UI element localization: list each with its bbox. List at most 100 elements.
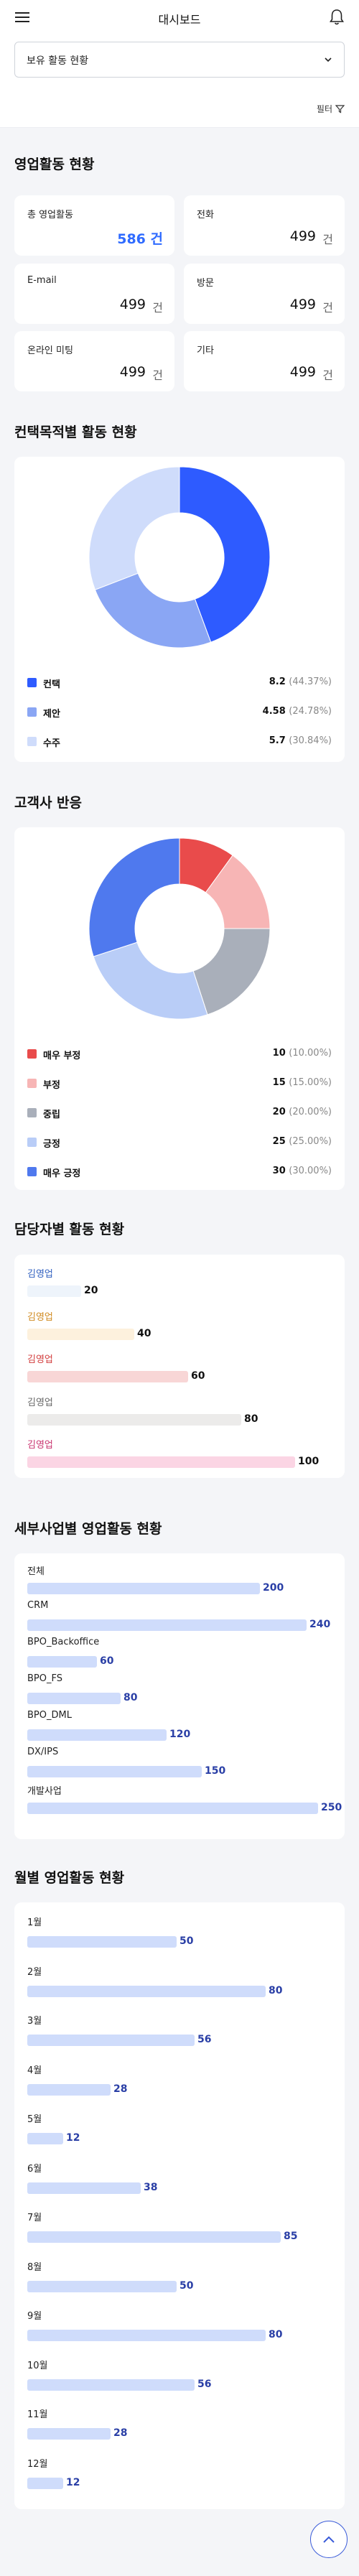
bar [27, 2035, 195, 2046]
bar-category-label: 4월 [27, 2065, 42, 2076]
kpi-unit: 건 [322, 301, 333, 315]
kpi-label: 방문 [197, 278, 214, 289]
bar-value-label: 240 [309, 1619, 331, 1630]
response-chart-card [14, 827, 345, 1190]
select-value: 보유 활동 현황 [27, 55, 89, 67]
bar-category-label: DX/IPS [27, 1747, 59, 1757]
chevron-down-icon [325, 57, 332, 62]
kpi-unit: 건 [322, 368, 333, 382]
legend-percent: (10.00%) [289, 1048, 332, 1059]
filter-button[interactable]: 필터 [317, 103, 345, 115]
bar-value-label: 28 [113, 2083, 128, 2095]
kpi-card-visit: 방문 499 건 [184, 264, 345, 324]
legend-number: 8.2 [269, 676, 286, 687]
bar-value-label: 50 [180, 2279, 194, 2292]
donut-slice [88, 837, 180, 957]
bar-value-label: 20 [84, 1285, 98, 1296]
bar [27, 1371, 188, 1382]
kpi-value: 499 [119, 297, 146, 312]
bar [27, 2428, 111, 2440]
bar-category-label: 5월 [27, 2114, 42, 2125]
scroll-top-button[interactable] [310, 2521, 348, 2558]
section-title-purpose: 컨택목적별 활동 현황 [14, 424, 137, 440]
legend-swatch [27, 1079, 37, 1088]
bar [27, 1285, 81, 1297]
bar [27, 1936, 177, 1948]
legend-number: 25 [272, 1136, 286, 1147]
purpose-donut-chart [88, 466, 271, 648]
activity-type-select[interactable]: 보유 활동 현황 [14, 42, 345, 78]
donut-slice [88, 466, 180, 590]
legend-value: 4.58 (24.78%) [263, 706, 332, 717]
legend-name: 매우 부정 [43, 1051, 81, 1061]
kpi-label: 총 영업활동 [27, 210, 73, 220]
bar-category-label: 김영업 [27, 1440, 53, 1451]
legend-row: 긍정 25 (25.00%) [27, 1135, 332, 1150]
bar [27, 2330, 266, 2341]
kpi-label: 전화 [197, 210, 214, 220]
legend-value: 10 (10.00%) [273, 1048, 332, 1059]
legend-number: 4.58 [262, 706, 286, 717]
bar-category-label: 7월 [27, 2213, 42, 2223]
legend-row: 매우 긍정 30 (30.00%) [27, 1165, 332, 1179]
bar-value-label: 80 [244, 1413, 258, 1425]
legend-value: 25 (25.00%) [273, 1136, 332, 1147]
bar [27, 1413, 241, 1426]
legend-number: 20 [272, 1107, 286, 1117]
legend-row: 매우 부정 10 (10.00%) [27, 1047, 332, 1061]
legend-percent: (44.37%) [289, 676, 332, 687]
bar [27, 1619, 307, 1631]
chevron-up-icon [322, 2536, 335, 2543]
bar [27, 1456, 295, 1468]
legend-name: 컨택 [43, 679, 60, 690]
kpi-value: 499 [119, 364, 146, 380]
legend-row: 중립 20 (20.00%) [27, 1106, 332, 1120]
kpi-card-online-meeting: 온라인 미팅 499 건 [14, 331, 174, 391]
legend-percent: (25.00%) [289, 1136, 332, 1147]
kpi-label: 온라인 미팅 [27, 345, 73, 356]
legend-name: 매우 긍정 [43, 1168, 81, 1179]
bar-value-label: 80 [269, 2329, 283, 2340]
legend-row: 부정 15 (15.00%) [27, 1077, 332, 1091]
bar-value-label: 250 [321, 1802, 342, 1813]
kpi-card-phone: 전화 499 건 [184, 195, 345, 256]
kpi-unit: 건 [322, 233, 333, 246]
bar-category-label: 김영업 [27, 1311, 53, 1323]
kpi-value: 499 [289, 364, 316, 380]
legend-swatch [27, 1049, 37, 1059]
bar [27, 2231, 281, 2243]
legend-number: 15 [272, 1077, 286, 1088]
bar-category-label: 개발사업 [27, 1786, 62, 1797]
bar-category-label: 12월 [27, 2458, 48, 2470]
bell-icon[interactable] [329, 9, 345, 26]
kpi-label: 기타 [197, 345, 214, 356]
legend-row: 컨택 8.2 (44.37%) [27, 676, 332, 690]
bar-value-label: 100 [298, 1456, 320, 1467]
bar-category-label: 9월 [27, 2311, 42, 2322]
bar-category-label: 김영업 [27, 1397, 53, 1408]
bar [27, 1328, 134, 1340]
bar-value-label: 28 [113, 2427, 128, 2439]
bar [27, 1729, 167, 1741]
bar-category-label: BPO_FS [27, 1673, 62, 1684]
bar [27, 1656, 97, 1668]
legend-swatch [27, 678, 37, 687]
bar-category-label: 전체 [27, 1566, 45, 1577]
bar [27, 2133, 63, 2144]
bar-value-label: 38 [144, 2181, 158, 2193]
donut-slice [94, 572, 212, 648]
legend-percent: (15.00%) [289, 1077, 332, 1088]
legend-value: 5.7 (30.84%) [269, 735, 332, 746]
bar [27, 1693, 121, 1704]
legend-row: 수주 5.7 (30.84%) [27, 735, 332, 749]
kpi-value: 499 [289, 297, 316, 312]
monthly-chart-card [14, 1902, 345, 2509]
bar-category-label: 1월 [27, 1917, 42, 1928]
legend-number: 30 [272, 1166, 286, 1176]
filter-icon [335, 105, 345, 113]
hamburger-menu-icon[interactable] [14, 9, 30, 25]
kpi-card-etc: 기타 499 건 [184, 331, 345, 391]
bar [27, 1766, 202, 1777]
bar [27, 2083, 111, 2096]
bar-value-label: 80 [123, 1692, 138, 1703]
